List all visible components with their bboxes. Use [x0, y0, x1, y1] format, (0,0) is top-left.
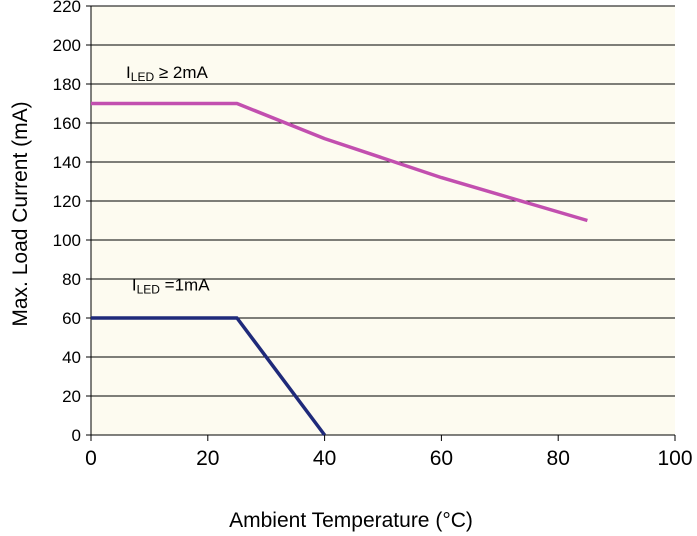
x-tick-label-80: 80 [547, 447, 570, 470]
series-line-2 [91, 316, 327, 437]
x-tick-labels: 0 20 40 60 80 100 [85, 447, 692, 470]
x-tick-label-20: 20 [196, 447, 219, 470]
y-axis-title: Max. Load Current (mA) [9, 101, 32, 326]
y-tick-label-60: 60 [62, 309, 81, 328]
y-tick-label-40: 40 [62, 348, 81, 367]
y-tick-label-200: 200 [53, 36, 81, 55]
annotation-1: ILED ≥ 2mA [126, 63, 208, 84]
x-tick-label-0: 0 [85, 447, 97, 470]
y-tick-labels: 0 20 40 60 80 100 120 140 160 180 200 220 [53, 0, 81, 445]
y-tick-label-80: 80 [62, 270, 81, 289]
x-tick-label-100: 100 [657, 447, 692, 470]
annotations: ILED ≥ 2mA ILED =1mA [126, 63, 210, 297]
series-line-1 [91, 101, 588, 223]
axes [86, 5, 676, 441]
y-tick-label-220: 220 [53, 0, 81, 16]
y-tick-label-140: 140 [53, 153, 81, 172]
x-tick-label-60: 60 [430, 447, 453, 470]
y-tick-label-0: 0 [72, 426, 81, 445]
x-axis-title: Ambient Temperature (°C) [229, 509, 473, 532]
y-tick-label-20: 20 [62, 387, 81, 406]
plot-area [91, 6, 675, 435]
grid-lines [91, 5, 675, 397]
series-group [91, 101, 588, 437]
y-tick-label-160: 160 [53, 114, 81, 133]
y-tick-label-100: 100 [53, 231, 81, 250]
x-tick-label-40: 40 [313, 447, 336, 470]
y-tick-label-180: 180 [53, 75, 81, 94]
y-tick-label-120: 120 [53, 192, 81, 211]
annotation-2: ILED =1mA [132, 276, 210, 297]
